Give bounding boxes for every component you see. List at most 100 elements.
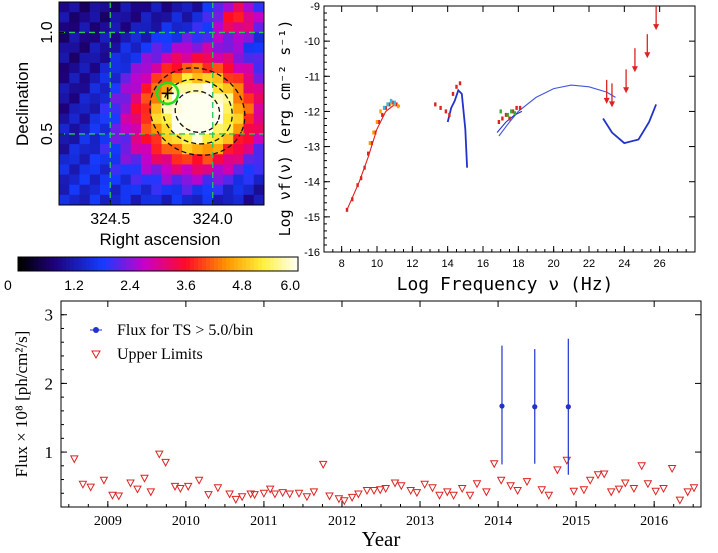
sky-map-cell <box>69 184 80 196</box>
sky-map-cell <box>100 12 111 23</box>
sky-map-cell <box>59 32 70 43</box>
sky-map-cell <box>243 22 255 33</box>
sed-data-point <box>439 105 442 110</box>
sky-map-cell <box>130 174 142 186</box>
sky-map-cell <box>182 113 193 125</box>
sed-data-point <box>388 102 391 107</box>
sed-upper-limit-arrow <box>653 24 660 31</box>
sky-map-cell <box>202 12 214 23</box>
colorbar-segment <box>162 257 167 271</box>
sed-data-point <box>504 112 508 117</box>
sky-map-cell <box>120 113 132 125</box>
colorbar-segment <box>122 257 127 271</box>
sky-map-cell <box>182 12 193 23</box>
sky-map-cell <box>223 103 234 115</box>
sed-model-optical-uv <box>446 88 468 168</box>
sky-map-cell <box>141 22 152 33</box>
light-curve-legend: Flux for TS > 5.0/bin Upper Limits <box>90 322 253 363</box>
sky-map-cell <box>223 52 234 64</box>
sky-map-cell <box>59 123 70 135</box>
sky-map-cell <box>192 154 203 165</box>
sky-map-cell <box>161 133 173 145</box>
upper-limit-marker <box>620 479 630 488</box>
upper-limit-marker <box>86 483 96 492</box>
sky-map-cell <box>141 154 152 165</box>
sky-map-cell <box>161 73 173 84</box>
sky-map-cell <box>212 93 224 104</box>
colorbar-segment <box>66 257 71 271</box>
sky-map-cell <box>253 103 265 115</box>
colorbar-segment <box>50 257 55 271</box>
sky-map-cell <box>59 42 70 54</box>
colorbar-segment <box>38 257 43 271</box>
colorbar-segment <box>238 257 243 271</box>
sky-map-cell <box>69 113 80 125</box>
sky-map-cell <box>161 93 173 104</box>
sky-map-cell <box>59 103 70 115</box>
sky-map-cell <box>253 123 265 135</box>
sky-map-cell <box>89 174 101 186</box>
upper-limit-marker <box>579 486 589 495</box>
sed-data-point <box>501 116 504 121</box>
sky-map-cell <box>141 184 152 196</box>
colorbar-segment <box>274 257 279 271</box>
upper-limit-marker <box>465 491 475 500</box>
sky-map-cell <box>89 83 101 94</box>
sed-ytick-label: -15 <box>304 212 320 224</box>
upper-limit-marker <box>259 489 269 498</box>
sky-map-cell <box>141 12 152 23</box>
sky-map-cell <box>141 2 152 13</box>
sky-map-cell <box>79 62 91 74</box>
sky-map-cell <box>100 22 111 33</box>
sed-upper-limit-arrow <box>644 52 651 59</box>
sky-map-cell <box>223 113 234 125</box>
sky-map-cell <box>79 184 91 196</box>
sed-upper-limits <box>603 6 660 108</box>
sky-map-cell <box>110 194 121 206</box>
sed-ytick-label: -10 <box>304 36 320 48</box>
sky-map-cell <box>120 52 132 64</box>
sky-map-cell <box>212 62 224 74</box>
sky-map-cell <box>89 62 101 74</box>
sky-map-cell <box>212 103 224 115</box>
sky-map-cell <box>89 42 101 54</box>
sky-map-cell <box>151 62 162 74</box>
sed-xtick-label: 18 <box>512 258 524 270</box>
sky-map-cell <box>79 32 91 43</box>
sky-map-cell <box>130 164 142 175</box>
sky-map-grid <box>59 2 264 205</box>
sky-map-cell <box>233 93 244 104</box>
colorbar-segment <box>106 257 111 271</box>
sky-map-ytick-label: 0.5 <box>39 123 56 145</box>
sky-map-cell <box>120 184 132 196</box>
sky-map-cell <box>192 42 203 54</box>
sed-upper-limit-arrow <box>603 97 610 104</box>
sky-map-cell <box>151 133 162 145</box>
upper-limit-marker <box>318 460 328 469</box>
sky-map-cell <box>89 93 101 104</box>
sky-map-cell <box>233 154 244 165</box>
sed-data-point <box>374 130 377 135</box>
upper-limit-marker <box>482 488 491 497</box>
colorbar-segment <box>158 257 163 271</box>
sky-map-cell <box>243 12 255 23</box>
sky-map-cell <box>243 194 255 206</box>
sky-map-cell <box>120 42 132 54</box>
sky-map-cell <box>243 184 255 196</box>
sky-map-cell <box>79 93 91 104</box>
colorbar-segment <box>166 257 171 271</box>
light-curve-xlabel: Year <box>362 527 401 551</box>
sky-map-cell <box>69 103 80 115</box>
colorbar-segment <box>266 257 271 271</box>
sky-map-cell <box>171 164 183 175</box>
sky-map-cell <box>130 32 142 43</box>
sky-map-cell <box>141 123 152 135</box>
sky-map-cell <box>130 154 142 165</box>
sky-map-cell <box>171 103 183 115</box>
sky-map-cell <box>110 113 121 125</box>
sky-map-cell <box>79 42 91 54</box>
sky-map-cell <box>120 12 132 23</box>
sed-upper-limit-arrow <box>631 66 638 73</box>
sky-map-cell <box>151 184 162 196</box>
colorbar-segment <box>202 257 207 271</box>
